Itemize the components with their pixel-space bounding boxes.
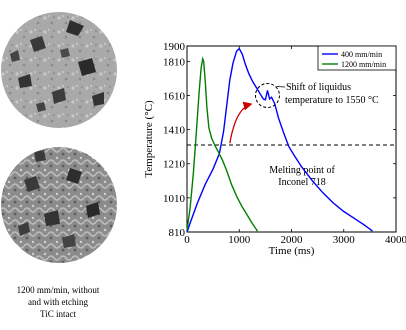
plot-frame [186, 45, 397, 233]
annotation-text-2: temperature to 1550 °C [285, 95, 379, 106]
y-tick-label: 1410 [163, 125, 186, 137]
y-tick-label: 1610 [163, 90, 186, 102]
x-axis-label: Time (ms) [269, 245, 315, 257]
annotation-text-1: Shift of liquidus [286, 82, 351, 93]
caption-line-1: 1200 mm/min, without [16, 285, 100, 295]
temperature-chart: 0 1000 2000 3000 4000 810 1010 1210 1410 1610 1810… [143, 41, 406, 257]
liquidus-shift-circle [254, 82, 280, 108]
liquidus-shift-arrow [229, 101, 253, 144]
series-line-400-mm-min [186, 47, 373, 233]
melting-point-label-2: Inconel 718 [278, 177, 326, 188]
annotation-pointer [276, 86, 286, 88]
micrograph-bottom [1, 147, 117, 263]
x-tick-label: 0 [184, 234, 190, 246]
series-line-1200-mm-min [186, 56, 259, 232]
figure-caption: 1200 mm/min, without and with etching Ti… [0, 284, 116, 320]
x-tick-label: 2000 [281, 234, 304, 246]
y-axis-label: Temperature (°C) [143, 100, 155, 178]
x-tick-label: 1000 [228, 234, 251, 246]
caption-line-2: and with etching [28, 297, 88, 307]
y-tick-label: 1810 [163, 56, 186, 68]
melting-point-label-1: Melting point of [269, 165, 335, 176]
y-tick-label: 1010 [163, 193, 186, 205]
x-tick-label: 3000 [333, 234, 356, 246]
legend-label: 400 mm/min [341, 50, 382, 59]
y-tick-label: 1210 [163, 159, 186, 171]
micrograph-top [1, 12, 117, 128]
x-tick-label: 4000 [385, 234, 406, 246]
y-tick-label: 1900 [163, 41, 186, 53]
caption-line-3: TiC intact [40, 309, 76, 319]
y-tick-label: 810 [169, 227, 186, 239]
legend-label: 1200 mm/min [341, 60, 386, 69]
legend-box [317, 45, 397, 71]
